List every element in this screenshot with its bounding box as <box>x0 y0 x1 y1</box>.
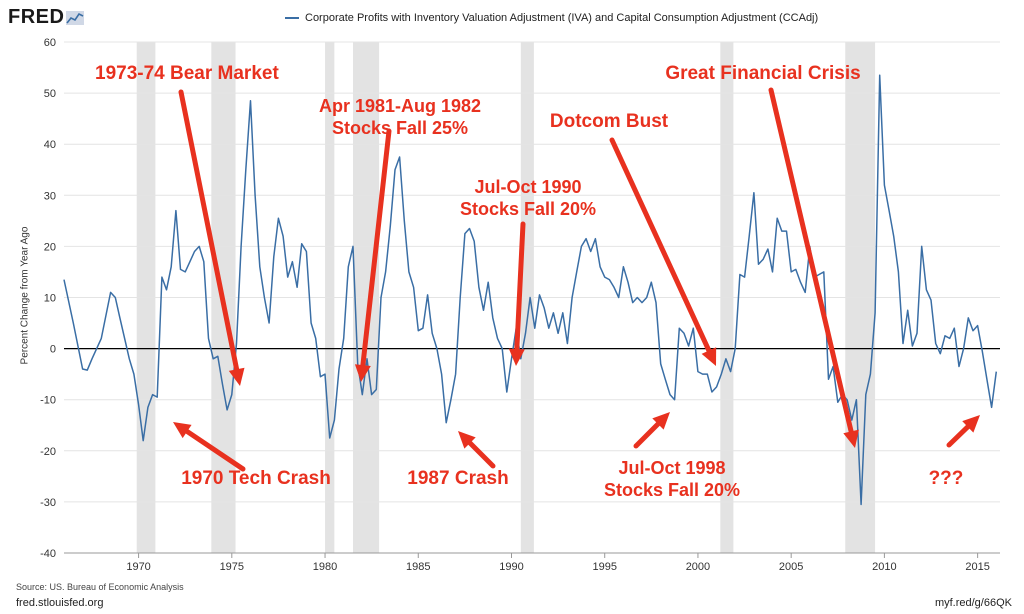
x-tick-label: 1990 <box>499 561 523 573</box>
y-tick-label: -20 <box>40 446 56 458</box>
annotation-text: Dotcom Bust <box>550 111 669 132</box>
x-tick-label: 2005 <box>779 561 803 573</box>
annotation-text: Stocks Fall 20% <box>604 480 740 500</box>
legend-line-swatch <box>285 17 299 19</box>
annotation-text: Stocks Fall 25% <box>332 118 468 138</box>
annotation-text: Stocks Fall 20% <box>460 199 596 219</box>
annotation-text: Apr 1981-Aug 1982 <box>319 96 481 116</box>
y-tick-label: 50 <box>44 88 56 100</box>
annotation-text: Jul-Oct 1990 <box>474 177 581 197</box>
annotation-text: Jul-Oct 1998 <box>618 458 725 478</box>
x-tick-label: 1975 <box>220 561 244 573</box>
annotation-arrow <box>354 128 392 382</box>
x-tick-label: 1980 <box>313 561 337 573</box>
annotation-text: 1987 Crash <box>407 468 508 489</box>
x-tick-labels: 1970 1975 1980 1985 1990 1995 2000 2005 2010 2015 <box>64 552 1000 573</box>
logo-chart-icon <box>66 11 85 25</box>
x-tick-label: 1985 <box>406 561 430 573</box>
annotation-arrow <box>768 87 859 448</box>
y-tick-label: 40 <box>44 139 56 151</box>
annotation-arrow <box>178 89 245 386</box>
y-tick-label: 30 <box>44 190 56 202</box>
x-tick-label: 2000 <box>686 561 710 573</box>
annotation-arrow <box>609 137 717 366</box>
y-tick-label: 0 <box>50 344 56 356</box>
legend-label: Corporate Profits with Inventory Valuati… <box>305 12 819 24</box>
annotation-label: 1987 Crash <box>407 468 508 489</box>
annotation-arrow <box>508 221 526 366</box>
annotation-text: 1970 Tech Crash <box>181 468 331 489</box>
annotation-arrow <box>633 412 670 449</box>
y-tick-label: -10 <box>40 395 56 407</box>
annotation-label: 1970 Tech Crash <box>181 468 331 489</box>
y-tick-label: 10 <box>44 293 56 305</box>
y-tick-label: 20 <box>44 241 56 253</box>
x-tick-label: 1970 <box>126 561 150 573</box>
x-tick-label: 2010 <box>872 561 896 573</box>
y-tick-labels: -40 -30 -20 -10 0 10 20 30 40 50 60 <box>40 37 56 560</box>
annotation-text: Great Financial Crisis <box>665 63 860 84</box>
annotation-arrows <box>173 87 980 472</box>
x-tick-label: 1995 <box>592 561 616 573</box>
annotation-label: ??? <box>929 468 964 489</box>
site-link[interactable]: fred.stlouisfed.org <box>16 597 104 609</box>
source-note: Source: US. Bureau of Economic Analysis <box>16 582 184 592</box>
logo-text: FRED <box>8 6 65 28</box>
annotation-label: 1973-74 Bear Market <box>95 63 279 84</box>
y-tick-label: -40 <box>40 548 56 560</box>
chart-legend: Corporate Profits with Inventory Valuati… <box>285 12 818 24</box>
x-tick-label: 2015 <box>965 561 989 573</box>
annotation-arrow <box>946 415 980 448</box>
annotation-arrow <box>458 431 496 469</box>
short-url-link[interactable]: myf.red/g/66QK <box>934 597 1012 609</box>
annotation-label: Dotcom Bust <box>550 111 669 132</box>
y-tick-label: 60 <box>44 37 56 49</box>
annotation-label: Great Financial Crisis <box>665 63 860 84</box>
annotation-text: 1973-74 Bear Market <box>95 63 279 84</box>
fred-logo[interactable]: FRED <box>8 6 85 29</box>
annotation-text: ??? <box>929 468 964 489</box>
y-tick-label: -30 <box>40 497 56 509</box>
annotation-arrow <box>173 422 246 472</box>
